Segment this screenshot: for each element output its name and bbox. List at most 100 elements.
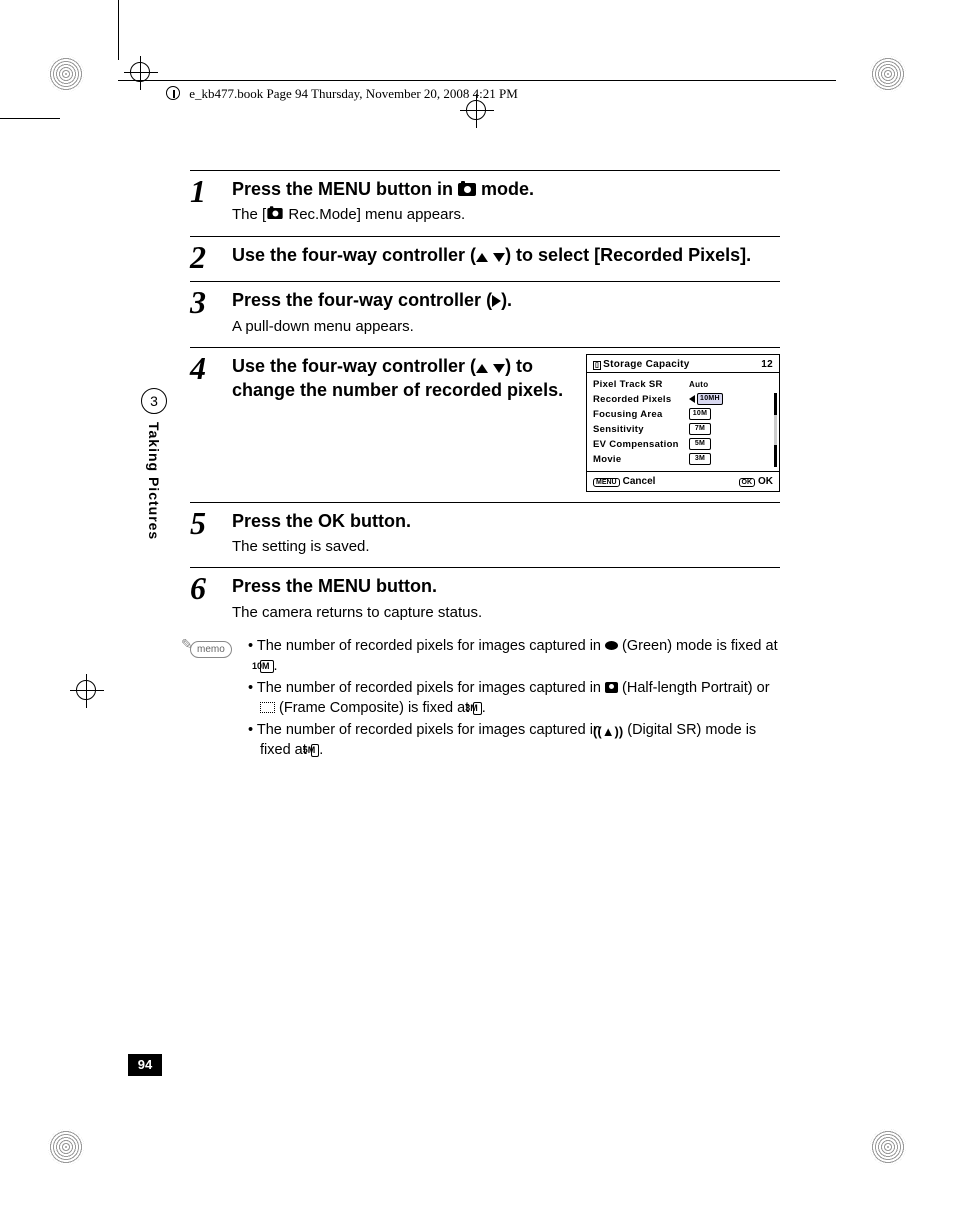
step-title: Press the OK button. (232, 509, 780, 533)
chapter-tab: 3 Taking Pictures (140, 388, 168, 540)
step-title: Use the four-way controller ( ) to selec… (232, 243, 780, 267)
page-number: 94 (128, 1054, 162, 1076)
memo-item: The number of recorded pixels for images… (248, 637, 780, 676)
memo-list: The number of recorded pixels for images… (248, 637, 780, 763)
down-icon (493, 364, 505, 373)
up-icon (476, 364, 488, 373)
text: mode. (476, 179, 534, 199)
lcd-value: Auto (689, 380, 708, 389)
lcd-title: ▯Storage Capacity (593, 359, 690, 370)
lcd-row: EV Compensation5M (593, 437, 775, 452)
memo-item: The number of recorded pixels for images… (248, 679, 780, 718)
ok-button-icon: OK (739, 478, 756, 487)
text: Press the (232, 576, 318, 596)
frame-mode-icon (260, 702, 275, 713)
header-text: e_kb477.book Page 94 Thursday, November … (189, 86, 518, 101)
step-desc: The camera returns to capture status. (232, 603, 780, 623)
header-rule (118, 80, 836, 81)
lcd-value: 3M (689, 453, 711, 465)
book-icon (166, 86, 180, 100)
step-3: 3 Press the four-way controller (). A pu… (190, 281, 780, 337)
memo-block: memo The number of recorded pixels for i… (190, 637, 780, 763)
camera-icon (268, 208, 283, 219)
scrollbar-icon (774, 393, 777, 467)
pixel-badge: 3M (473, 702, 482, 715)
crop-target-icon (48, 1129, 84, 1165)
page-root: e_kb477.book Page 94 Thursday, November … (0, 0, 954, 1221)
lcd-row: Recorded Pixels 10MH (593, 392, 775, 407)
chapter-label: Taking Pictures (146, 422, 162, 540)
step-title: Use the four-way controller ( ) to chang… (232, 354, 576, 403)
lcd-value: 10M (689, 408, 711, 420)
memo-label: memo (190, 641, 232, 658)
text: button. (371, 576, 437, 596)
lcd-label: EV Compensation (593, 439, 689, 450)
memo-item: The number of recorded pixels for images… (248, 721, 780, 760)
lcd-row: Pixel Track SRAuto (593, 377, 775, 392)
crop-target-icon (870, 1129, 906, 1165)
crop-line (0, 118, 60, 119)
step-desc: The setting is saved. (232, 537, 780, 557)
digital-sr-icon: ((▲)) (605, 723, 623, 741)
lcd-preview: ▯Storage Capacity 12 Pixel Track SRAuto … (586, 354, 780, 492)
content-area: 1 Press the MENU button in mode. The [ R… (190, 170, 780, 763)
up-icon (476, 253, 488, 262)
text: The [ (232, 206, 266, 223)
text: Rec.Mode] menu appears. (284, 206, 465, 223)
step-desc: A pull-down menu appears. (232, 317, 780, 337)
running-header: e_kb477.book Page 94 Thursday, November … (166, 86, 834, 102)
pixel-badge: 10M (260, 660, 274, 673)
step-title: Press the MENU button. (232, 574, 780, 598)
step-number: 3 (190, 288, 214, 337)
lcd-label: Recorded Pixels (593, 394, 689, 405)
step-4: 4 Use the four-way controller ( ) to cha… (190, 347, 780, 492)
lcd-value: 5M (689, 438, 711, 450)
green-mode-icon (605, 641, 618, 650)
lcd-label: Sensitivity (593, 424, 689, 435)
registration-mark-icon (70, 674, 104, 708)
step-number: 6 (190, 574, 214, 623)
lcd-value: 7M (689, 423, 711, 435)
crop-line (118, 0, 119, 60)
cancel-label: Cancel (623, 476, 656, 487)
step-desc: The [ Rec.Mode] menu appears. (232, 205, 780, 225)
menu-label: MENU (318, 179, 371, 199)
step-title: Press the four-way controller (). (232, 288, 780, 312)
ok-label: OK (318, 511, 345, 531)
lcd-label: Focusing Area (593, 409, 689, 420)
crop-target-icon (48, 56, 84, 92)
chapter-number: 3 (141, 388, 167, 414)
step-2: 2 Use the four-way controller ( ) to sel… (190, 236, 780, 272)
text: button. (345, 511, 411, 531)
step-title: Press the MENU button in mode. (232, 177, 780, 201)
crop-target-icon (870, 56, 906, 92)
down-icon (493, 253, 505, 262)
menu-button-icon: MENU (593, 478, 620, 487)
camera-icon (458, 183, 476, 196)
lcd-label: Movie (593, 454, 689, 465)
lcd-count: 12 (761, 359, 773, 370)
lcd-row: Focusing Area10M (593, 407, 775, 422)
step-number: 2 (190, 243, 214, 272)
step-5: 5 Press the OK button. The setting is sa… (190, 502, 780, 558)
lcd-footer: MENUCancel OKOK (587, 471, 779, 491)
lcd-row: Sensitivity7M (593, 422, 775, 437)
lcd-body: Pixel Track SRAuto Recorded Pixels 10MH F… (587, 372, 779, 471)
text: button in (371, 179, 458, 199)
right-icon (492, 295, 501, 307)
step-6: 6 Press the MENU button. The camera retu… (190, 567, 780, 623)
memo-icon: memo (190, 639, 234, 658)
ok-label: OK (758, 476, 773, 487)
portrait-mode-icon (605, 682, 618, 693)
registration-mark-icon (124, 56, 158, 90)
step-number: 5 (190, 509, 214, 558)
menu-label: MENU (318, 576, 371, 596)
lcd-row: Movie3M (593, 452, 775, 467)
lcd-label: Pixel Track SR (593, 379, 689, 390)
step-number: 4 (190, 354, 214, 492)
step-number: 1 (190, 177, 214, 226)
left-arrow-icon (689, 395, 695, 403)
text: Press the (232, 511, 318, 531)
step-1: 1 Press the MENU button in mode. The [ R… (190, 170, 780, 226)
lcd-value: 10MH (697, 393, 723, 405)
